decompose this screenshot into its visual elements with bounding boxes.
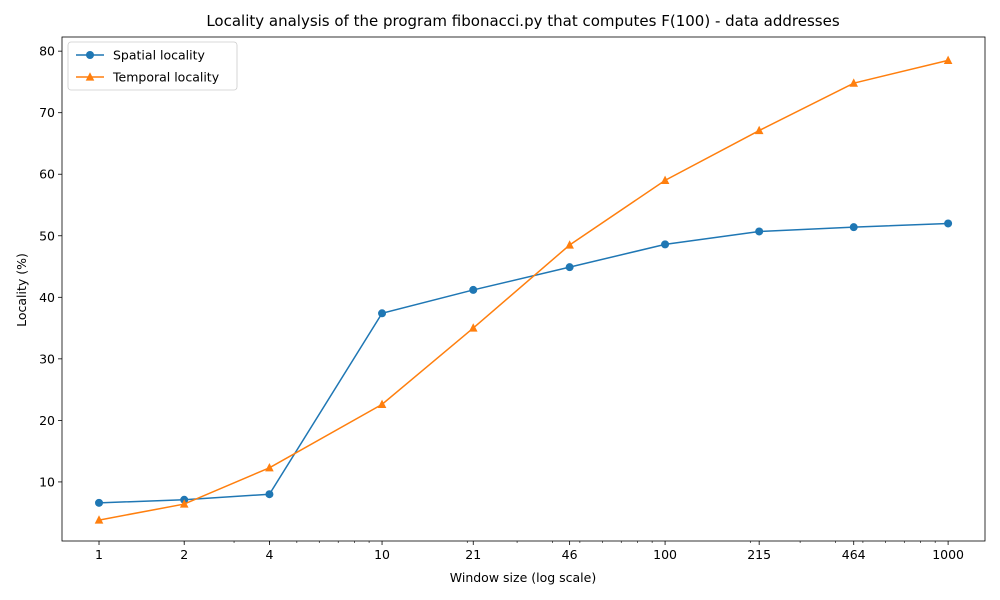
y-tick-label: 20 [39,413,55,428]
data-point-temporal [94,515,104,524]
x-tick-label: 2 [180,547,188,562]
data-point-spatial [755,227,764,236]
legend-label-1: Spatial locality [113,48,206,63]
plot-area: 1 2 4 10 21 46 100 215 464 1000 10 20 30 40 50 60 70 80 Sp… [39,36,986,562]
x-tick-label: 4 [265,547,273,562]
series-line-2 [98,59,949,521]
data-point-temporal [179,499,189,508]
legend-label-2: Temporal locality [112,70,220,85]
data-point-temporal [565,240,574,249]
data-point-spatial [265,490,274,499]
legend-marker-temporal [85,72,95,81]
y-tick-label: 70 [39,105,55,120]
legend-box [67,41,238,91]
x-tick-label: 464 [842,547,866,562]
y-tick-label: 10 [39,474,55,489]
y-tick-label: 60 [39,167,55,182]
data-point-temporal [849,78,859,87]
data-point-temporal [660,175,670,184]
legend-marker-spatial [86,51,94,59]
x-tick-label: 46 [562,547,578,562]
data-point-temporal [265,462,274,472]
chart-title: Locality analysis of the program fibonac… [206,12,840,30]
data-point-spatial [378,309,387,318]
data-point-spatial [565,263,574,272]
x-tick-label: 100 [653,547,677,562]
x-tick-label: 21 [465,547,481,562]
data-point-temporal [377,399,387,408]
x-axis-label: Window size (log scale) [450,570,596,585]
y-tick-label: 30 [39,351,55,366]
data-point-spatial [944,219,953,228]
data-point-temporal [943,55,953,64]
series-line-1 [98,222,949,504]
data-point-temporal [754,125,764,135]
x-tick-label: 215 [747,547,771,562]
y-tick-label: 50 [39,228,55,243]
x-tick-label: 1000 [932,547,964,562]
data-point-spatial [95,498,104,507]
y-axis-label: Locality (%) [14,253,29,327]
data-point-temporal [468,323,478,332]
data-point-spatial [849,223,858,232]
x-tick-label: 1 [95,547,103,562]
legend: Spatial locality Temporal locality [67,41,238,91]
data-point-spatial [469,285,478,294]
axes-frame [61,36,986,542]
y-tick-label: 40 [39,290,55,305]
x-tick-label: 10 [374,547,390,562]
y-tick-label: 80 [39,44,55,59]
data-point-spatial [661,240,670,249]
